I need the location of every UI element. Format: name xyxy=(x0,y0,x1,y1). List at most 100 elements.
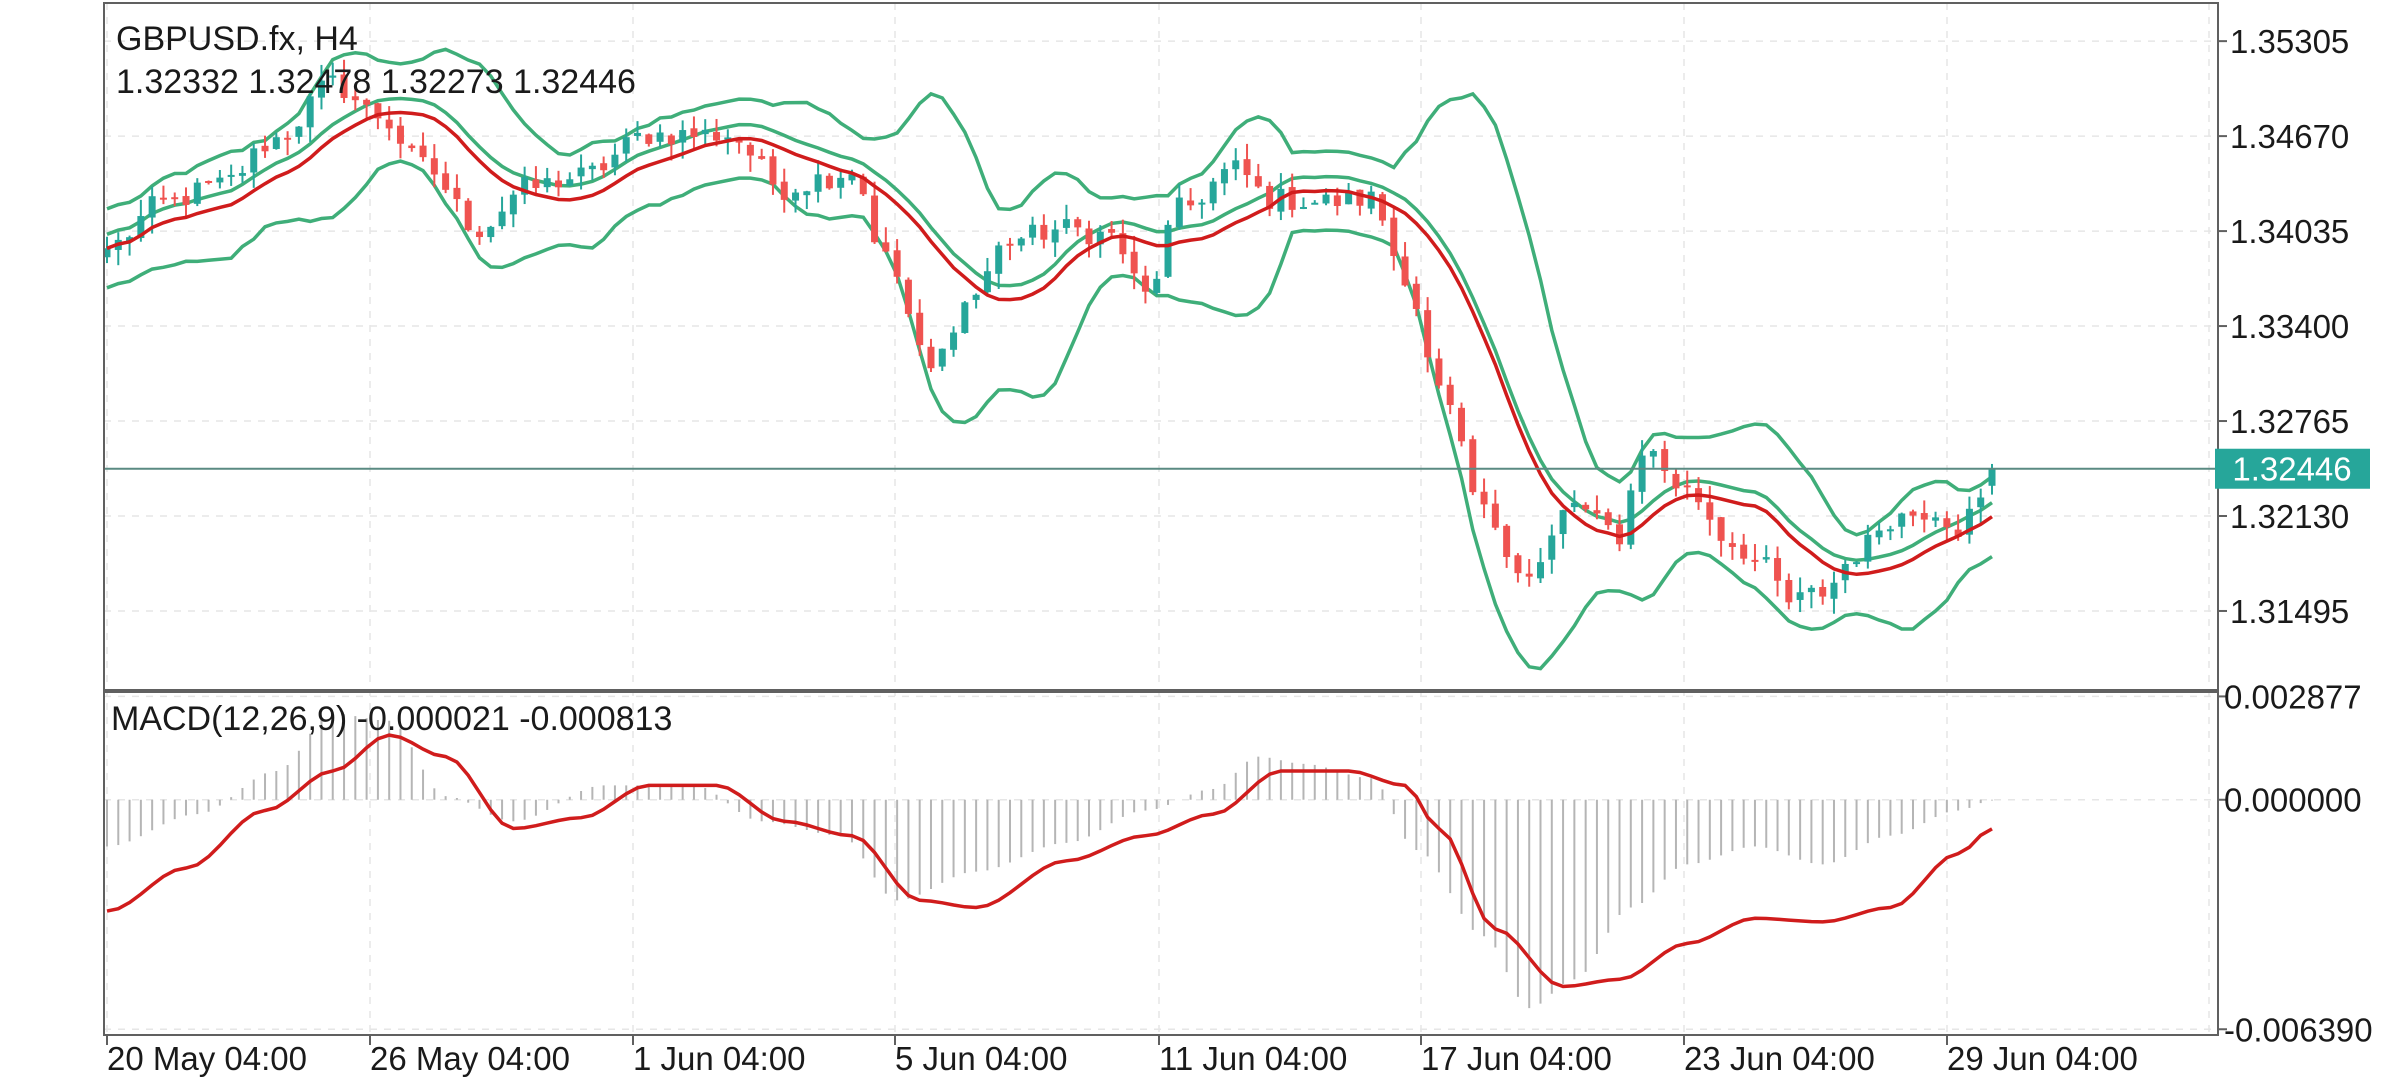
candle-body[interactable] xyxy=(1875,530,1883,538)
candle-body[interactable] xyxy=(1785,579,1793,603)
candle-body[interactable] xyxy=(1141,275,1149,292)
candle-body[interactable] xyxy=(1988,468,1996,486)
candle-body[interactable] xyxy=(317,80,325,98)
candle-body[interactable] xyxy=(1367,191,1375,209)
candle-body[interactable] xyxy=(1153,278,1161,293)
candle-body[interactable] xyxy=(193,182,201,204)
candle-body[interactable] xyxy=(1728,543,1736,547)
candle-body[interactable] xyxy=(464,200,472,231)
candle-body[interactable] xyxy=(272,137,280,149)
candle-body[interactable] xyxy=(1424,310,1432,358)
candle-body[interactable] xyxy=(126,237,134,242)
candle-body[interactable] xyxy=(103,248,111,258)
candle-body[interactable] xyxy=(1074,219,1082,228)
candle-body[interactable] xyxy=(1480,491,1488,505)
candle-body[interactable] xyxy=(780,181,788,200)
candle-body[interactable] xyxy=(950,332,958,350)
candle-body[interactable] xyxy=(1333,195,1341,207)
candle-body[interactable] xyxy=(329,75,337,78)
candle-body[interactable] xyxy=(645,134,653,144)
candle-body[interactable] xyxy=(1683,485,1691,488)
candle-body[interactable] xyxy=(1740,544,1748,559)
candle-body[interactable] xyxy=(916,312,924,346)
candle-body[interactable] xyxy=(1751,559,1759,562)
candle-body[interactable] xyxy=(1175,197,1183,228)
candle-body[interactable] xyxy=(238,173,246,176)
candle-body[interactable] xyxy=(983,271,991,293)
candle-body[interactable] xyxy=(1965,508,1973,535)
candle-body[interactable] xyxy=(171,197,179,200)
candle-body[interactable] xyxy=(1457,407,1465,442)
candle-body[interactable] xyxy=(1909,511,1917,516)
candle-body[interactable] xyxy=(656,132,664,142)
candle-body[interactable] xyxy=(1187,200,1195,206)
candle-body[interactable] xyxy=(1446,384,1454,406)
candle-body[interactable] xyxy=(1706,502,1714,520)
candle-body[interactable] xyxy=(611,154,619,168)
candle-body[interactable] xyxy=(1266,185,1274,209)
candle-body[interactable] xyxy=(1390,217,1398,256)
candle-body[interactable] xyxy=(1322,194,1330,204)
candle-body[interactable] xyxy=(498,211,506,227)
candle-body[interactable] xyxy=(295,126,303,137)
candle-body[interactable] xyxy=(1254,176,1262,187)
candle-body[interactable] xyxy=(396,125,404,144)
candle-body[interactable] xyxy=(351,96,359,101)
candle-body[interactable] xyxy=(1412,283,1420,309)
candle-body[interactable] xyxy=(995,245,1003,274)
candle-body[interactable] xyxy=(893,250,901,277)
candle-body[interactable] xyxy=(690,128,698,138)
candle-body[interactable] xyxy=(1096,231,1104,245)
candle-body[interactable] xyxy=(1040,224,1048,240)
candle-body[interactable] xyxy=(340,74,348,98)
candle-body[interactable] xyxy=(554,180,562,188)
candle-body[interactable] xyxy=(453,187,461,200)
candle-body[interactable] xyxy=(1717,517,1725,541)
candle-body[interactable] xyxy=(1345,191,1353,205)
candle-body[interactable] xyxy=(216,177,224,183)
candle-body[interactable] xyxy=(1062,219,1070,228)
candle-body[interactable] xyxy=(622,137,630,154)
candle-body[interactable] xyxy=(1525,573,1533,577)
candle-body[interactable] xyxy=(1209,181,1217,204)
candle-body[interactable] xyxy=(532,179,540,188)
candle-body[interactable] xyxy=(521,177,529,195)
candle-body[interactable] xyxy=(408,145,416,149)
candle-body[interactable] xyxy=(600,163,608,171)
candle-body[interactable] xyxy=(927,346,935,369)
candle-body[interactable] xyxy=(284,137,292,140)
candle-body[interactable] xyxy=(1491,503,1499,528)
candle-body[interactable] xyxy=(442,173,450,190)
candle-body[interactable] xyxy=(1108,229,1116,233)
candle-body[interactable] xyxy=(792,192,800,201)
candle-body[interactable] xyxy=(487,226,495,238)
candle-body[interactable] xyxy=(758,156,766,159)
candle-body[interactable] xyxy=(701,129,709,135)
candle-body[interactable] xyxy=(1356,189,1364,206)
candle-body[interactable] xyxy=(1954,529,1962,537)
candle-body[interactable] xyxy=(769,156,777,185)
candle-body[interactable] xyxy=(1029,224,1037,238)
candle-body[interactable] xyxy=(566,179,574,186)
candle-body[interactable] xyxy=(667,135,675,145)
candle-body[interactable] xyxy=(1164,224,1172,277)
candle-body[interactable] xyxy=(1886,529,1894,532)
candle-body[interactable] xyxy=(1378,194,1386,221)
candle-body[interactable] xyxy=(1243,159,1251,176)
candle-body[interactable] xyxy=(1232,160,1240,170)
candle-body[interactable] xyxy=(1593,510,1601,514)
candle-body[interactable] xyxy=(803,191,811,196)
candle-body[interactable] xyxy=(1638,455,1646,492)
candle-body[interactable] xyxy=(159,197,167,200)
candle-body[interactable] xyxy=(634,132,642,136)
candle-body[interactable] xyxy=(1288,187,1296,210)
candle-body[interactable] xyxy=(1299,207,1307,210)
candle-body[interactable] xyxy=(724,137,732,140)
candle-body[interactable] xyxy=(1943,518,1951,528)
candle-body[interactable] xyxy=(1119,233,1127,255)
candle-body[interactable] xyxy=(1198,202,1206,205)
candle-body[interactable] xyxy=(1503,525,1511,557)
candle-body[interactable] xyxy=(837,177,845,188)
candle-body[interactable] xyxy=(1762,557,1770,560)
